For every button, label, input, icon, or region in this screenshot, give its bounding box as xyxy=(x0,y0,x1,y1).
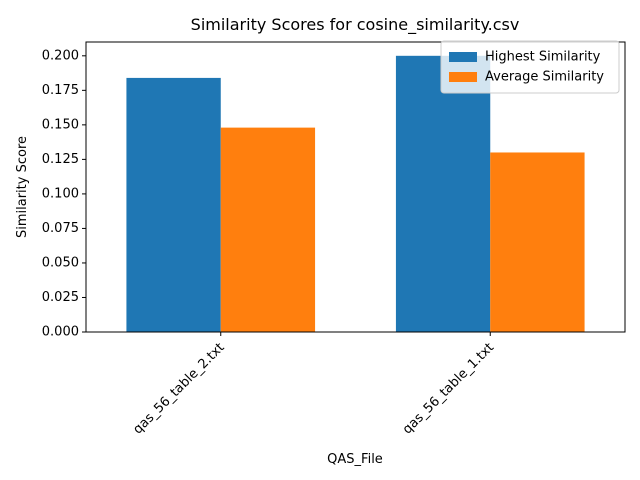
y-tick-label: 0.075 xyxy=(42,221,79,236)
x-axis-label: QAS_File xyxy=(327,452,383,467)
legend-frame xyxy=(440,40,620,94)
bar-highest-0 xyxy=(126,77,221,333)
bar-highest-1 xyxy=(395,55,491,333)
bar-average-1 xyxy=(490,152,585,332)
y-tick-label: 0.175 xyxy=(42,83,79,98)
bars-group xyxy=(126,55,585,333)
legend: Highest Similarity Average Similarity xyxy=(440,40,620,94)
legend-label-0: Highest Similarity xyxy=(485,50,601,65)
plot-frame xyxy=(85,41,626,333)
y-axis-label: Similarity Score xyxy=(15,136,30,238)
y-tick-label: 0.200 xyxy=(42,48,79,63)
bar-average-0 xyxy=(220,127,316,332)
x-axis-ticks: qas_56_table_2.txt qas_56_table_1.txt xyxy=(131,332,497,437)
legend-swatch-0 xyxy=(449,52,477,62)
legend-swatch-1 xyxy=(449,72,477,82)
chart-title: Similarity Scores for cosine_similarity.… xyxy=(191,15,520,35)
y-tick-label: 0.125 xyxy=(42,152,79,167)
y-tick-label: 0.000 xyxy=(42,325,79,340)
y-tick-label: 0.050 xyxy=(42,255,79,270)
y-tick-label: 0.100 xyxy=(42,186,79,201)
y-tick-label: 0.025 xyxy=(42,290,79,305)
legend-label-1: Average Similarity xyxy=(485,70,604,85)
x-tick-label: qas_56_table_2.txt xyxy=(131,340,228,437)
y-axis-ticks: 0.000 0.025 0.050 0.075 0.100 0.125 0.150 0.175… xyxy=(42,48,86,340)
y-tick-label: 0.150 xyxy=(42,117,79,132)
x-tick-label: qas_56_table_1.txt xyxy=(400,340,497,437)
